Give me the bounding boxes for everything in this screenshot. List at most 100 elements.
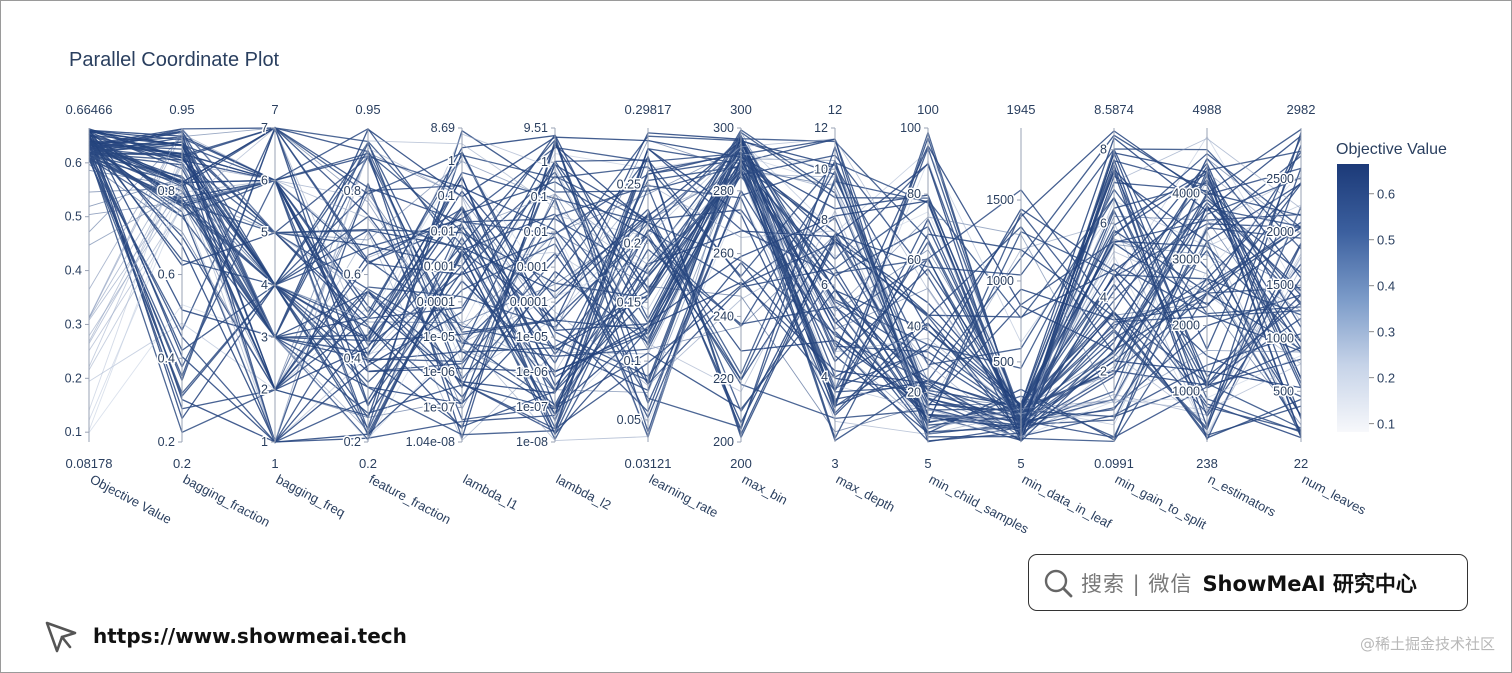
tick-label: 2 (1100, 365, 1107, 379)
tick-label: 1000 (1172, 385, 1200, 399)
tick-label: 1 (448, 154, 455, 168)
colorbar-tick-label: 0.4 (1377, 279, 1395, 294)
tick-label: 1 (541, 155, 548, 169)
brand-label: ShowMeAI 研究中心 (1202, 571, 1417, 596)
dimension-label: bagging_freq (274, 471, 348, 520)
tick-label: 260 (713, 247, 734, 261)
trial-line (88, 147, 1302, 411)
tick-label: 0.001 (517, 260, 548, 274)
tick-label: 6 (1100, 217, 1107, 231)
axis-max-label: 12 (828, 102, 842, 117)
tick-label: 1e-07 (423, 400, 455, 414)
cursor-pointer-icon (45, 621, 77, 653)
site-link[interactable]: https://www.showmeai.tech (43, 617, 407, 655)
site-url: https://www.showmeai.tech (93, 624, 407, 648)
tick-label: 0.2 (624, 236, 641, 250)
tick-label: 0.1 (438, 189, 455, 203)
tick-label: 0.1 (624, 354, 641, 368)
dimension-label: bagging_fraction (181, 471, 273, 529)
axis-min-label: 238 (1196, 456, 1218, 471)
axis-lambda-l1: 1.04e-08 1e-07 1e-06 1e-05 0.0001 0.001 0.01 0.… (404, 120, 521, 513)
tick-label: 7 (261, 121, 268, 135)
tick-label: 0.8 (158, 184, 175, 198)
tick-label: 4 (1100, 291, 1107, 305)
axis-min-label: 200 (730, 456, 752, 471)
tick-label: 4 (821, 370, 828, 384)
tick-label: 1e-07 (516, 400, 548, 414)
tick-label: 0.0001 (417, 295, 455, 309)
tick-label: 2 (261, 383, 268, 397)
trial-line (88, 138, 1302, 418)
tick-label: 1000 (1266, 331, 1294, 345)
trial-line (88, 131, 1302, 432)
search-icon (1044, 569, 1073, 597)
dimension-label: n_estimators (1206, 471, 1279, 519)
trial-line (88, 145, 1302, 432)
chart-title: Parallel Coordinate Plot (69, 49, 280, 71)
trial-line (88, 130, 1302, 426)
axis-min-label: 0.2 (359, 456, 377, 471)
trial-line (88, 134, 1302, 442)
tick-label: 0.5 (65, 210, 82, 224)
tick-label: 1e-06 (516, 365, 548, 379)
axis-min-label: 5 (924, 456, 931, 471)
dimension-label: min_gain_to_split (1113, 471, 1210, 532)
axis-min-label: 3 (831, 456, 838, 471)
tick-label: 1e-05 (516, 330, 548, 344)
dimension-label: lambda_l1 (461, 471, 521, 512)
tick-label: 6 (821, 278, 828, 292)
tick-label: 4000 (1172, 186, 1200, 200)
axis-min-label: 22 (1294, 456, 1308, 471)
tick-label: 60 (907, 253, 921, 267)
axis-max-label: 2982 (1287, 102, 1316, 117)
tick-label: 2000 (1266, 225, 1294, 239)
tick-label: 500 (993, 355, 1014, 369)
trial-line (88, 158, 1302, 419)
tick-label: 0.05 (617, 413, 641, 427)
axis-max-label: 0.95 (355, 102, 380, 117)
tick-label: 10 (814, 162, 828, 176)
dimension-label: feature_fraction (367, 471, 454, 527)
axis-min-child-samples: 100 5 20 40 60 80 100 min_child_samples (899, 102, 1032, 537)
tick-label: 1e-08 (516, 435, 548, 449)
colorbar-tick-label: 0.1 (1377, 417, 1395, 432)
tick-label: 0.8 (344, 184, 361, 198)
trial-line (88, 141, 1302, 425)
tick-label: 9.51 (524, 121, 548, 135)
axis-max-label: 0.29817 (625, 102, 672, 117)
wechat-search-banner: 搜索 | 微信 ShowMeAI 研究中心 (1028, 554, 1468, 611)
trial-line (88, 127, 1302, 438)
tick-label: 100 (900, 121, 921, 135)
trial-lines (88, 126, 1302, 444)
trial-line (88, 163, 1302, 440)
trial-line (88, 150, 1302, 443)
axis-max-label: 0.95 (169, 102, 194, 117)
trial-line (88, 168, 1302, 437)
tick-label: 0.2 (158, 435, 175, 449)
trial-line (88, 131, 1302, 414)
tick-label: 8.69 (431, 121, 455, 135)
tick-label: 0.0001 (510, 295, 548, 309)
tick-label: 1.04e-08 (406, 435, 455, 449)
tick-label: 0.2 (344, 435, 361, 449)
dimension-label: max_bin (740, 471, 790, 507)
tick-label: 20 (907, 385, 921, 399)
tick-label: 0.6 (344, 268, 361, 282)
axis-max-label: 1945 (1007, 102, 1036, 117)
tick-label: 0.25 (617, 178, 641, 192)
tick-label: 4 (261, 278, 268, 292)
tick-label: 500 (1273, 384, 1294, 398)
trial-line (88, 151, 1302, 432)
axis-lambda-l2: 1e-08 1e-07 1e-06 1e-05 0.0001 0.001 0.01 0.1 1 9… (508, 120, 613, 513)
trial-line (88, 126, 1302, 437)
trial-line (88, 132, 1302, 430)
tick-label: 280 (713, 184, 734, 198)
colorbar-tick-label: 0.5 (1377, 233, 1395, 248)
trial-line (88, 131, 1302, 444)
trial-line (88, 134, 1302, 437)
trial-line (88, 154, 1302, 433)
axis-max-label: 7 (271, 102, 278, 117)
trial-line (88, 138, 1302, 438)
dimension-label: min_data_in_leaf (1020, 471, 1115, 531)
trial-line (88, 129, 1302, 428)
